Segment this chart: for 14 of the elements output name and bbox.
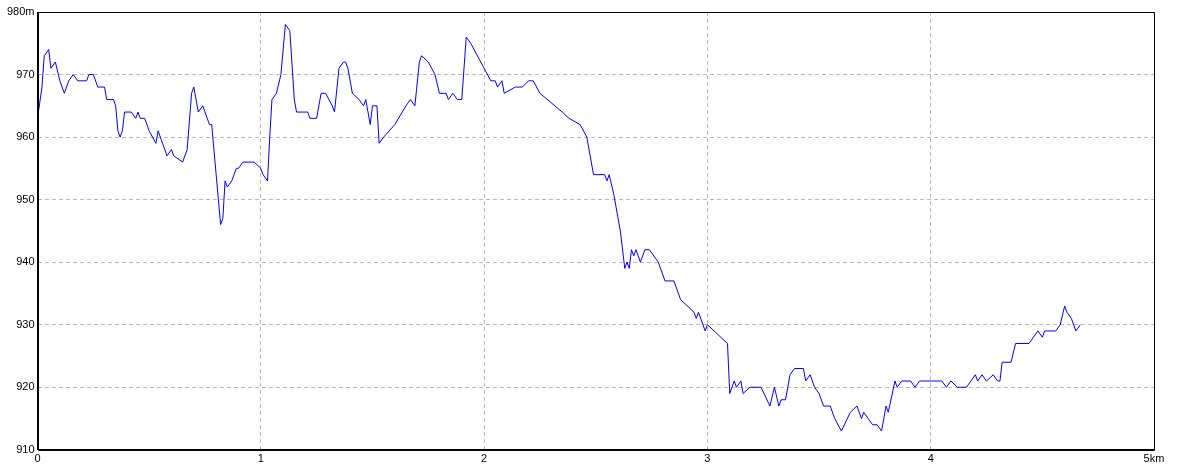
y-tick-label: 960	[16, 130, 35, 143]
x-tick-label: 4	[927, 452, 934, 465]
x-tick-label: 5km	[1143, 452, 1165, 465]
y-tick-label: 980m	[6, 5, 35, 18]
x-tick-label: 0	[34, 452, 41, 465]
x-tick-label: 3	[704, 452, 711, 465]
y-tick-label: 920	[16, 380, 35, 393]
y-tick-label: 950	[16, 192, 35, 205]
y-tick-label: 940	[16, 255, 35, 268]
y-tick-label: 970	[16, 67, 35, 80]
x-tick-label: 2	[481, 452, 488, 465]
x-tick-label: 1	[257, 452, 264, 465]
y-tick-label: 910	[16, 442, 35, 455]
y-tick-label: 930	[16, 317, 35, 330]
